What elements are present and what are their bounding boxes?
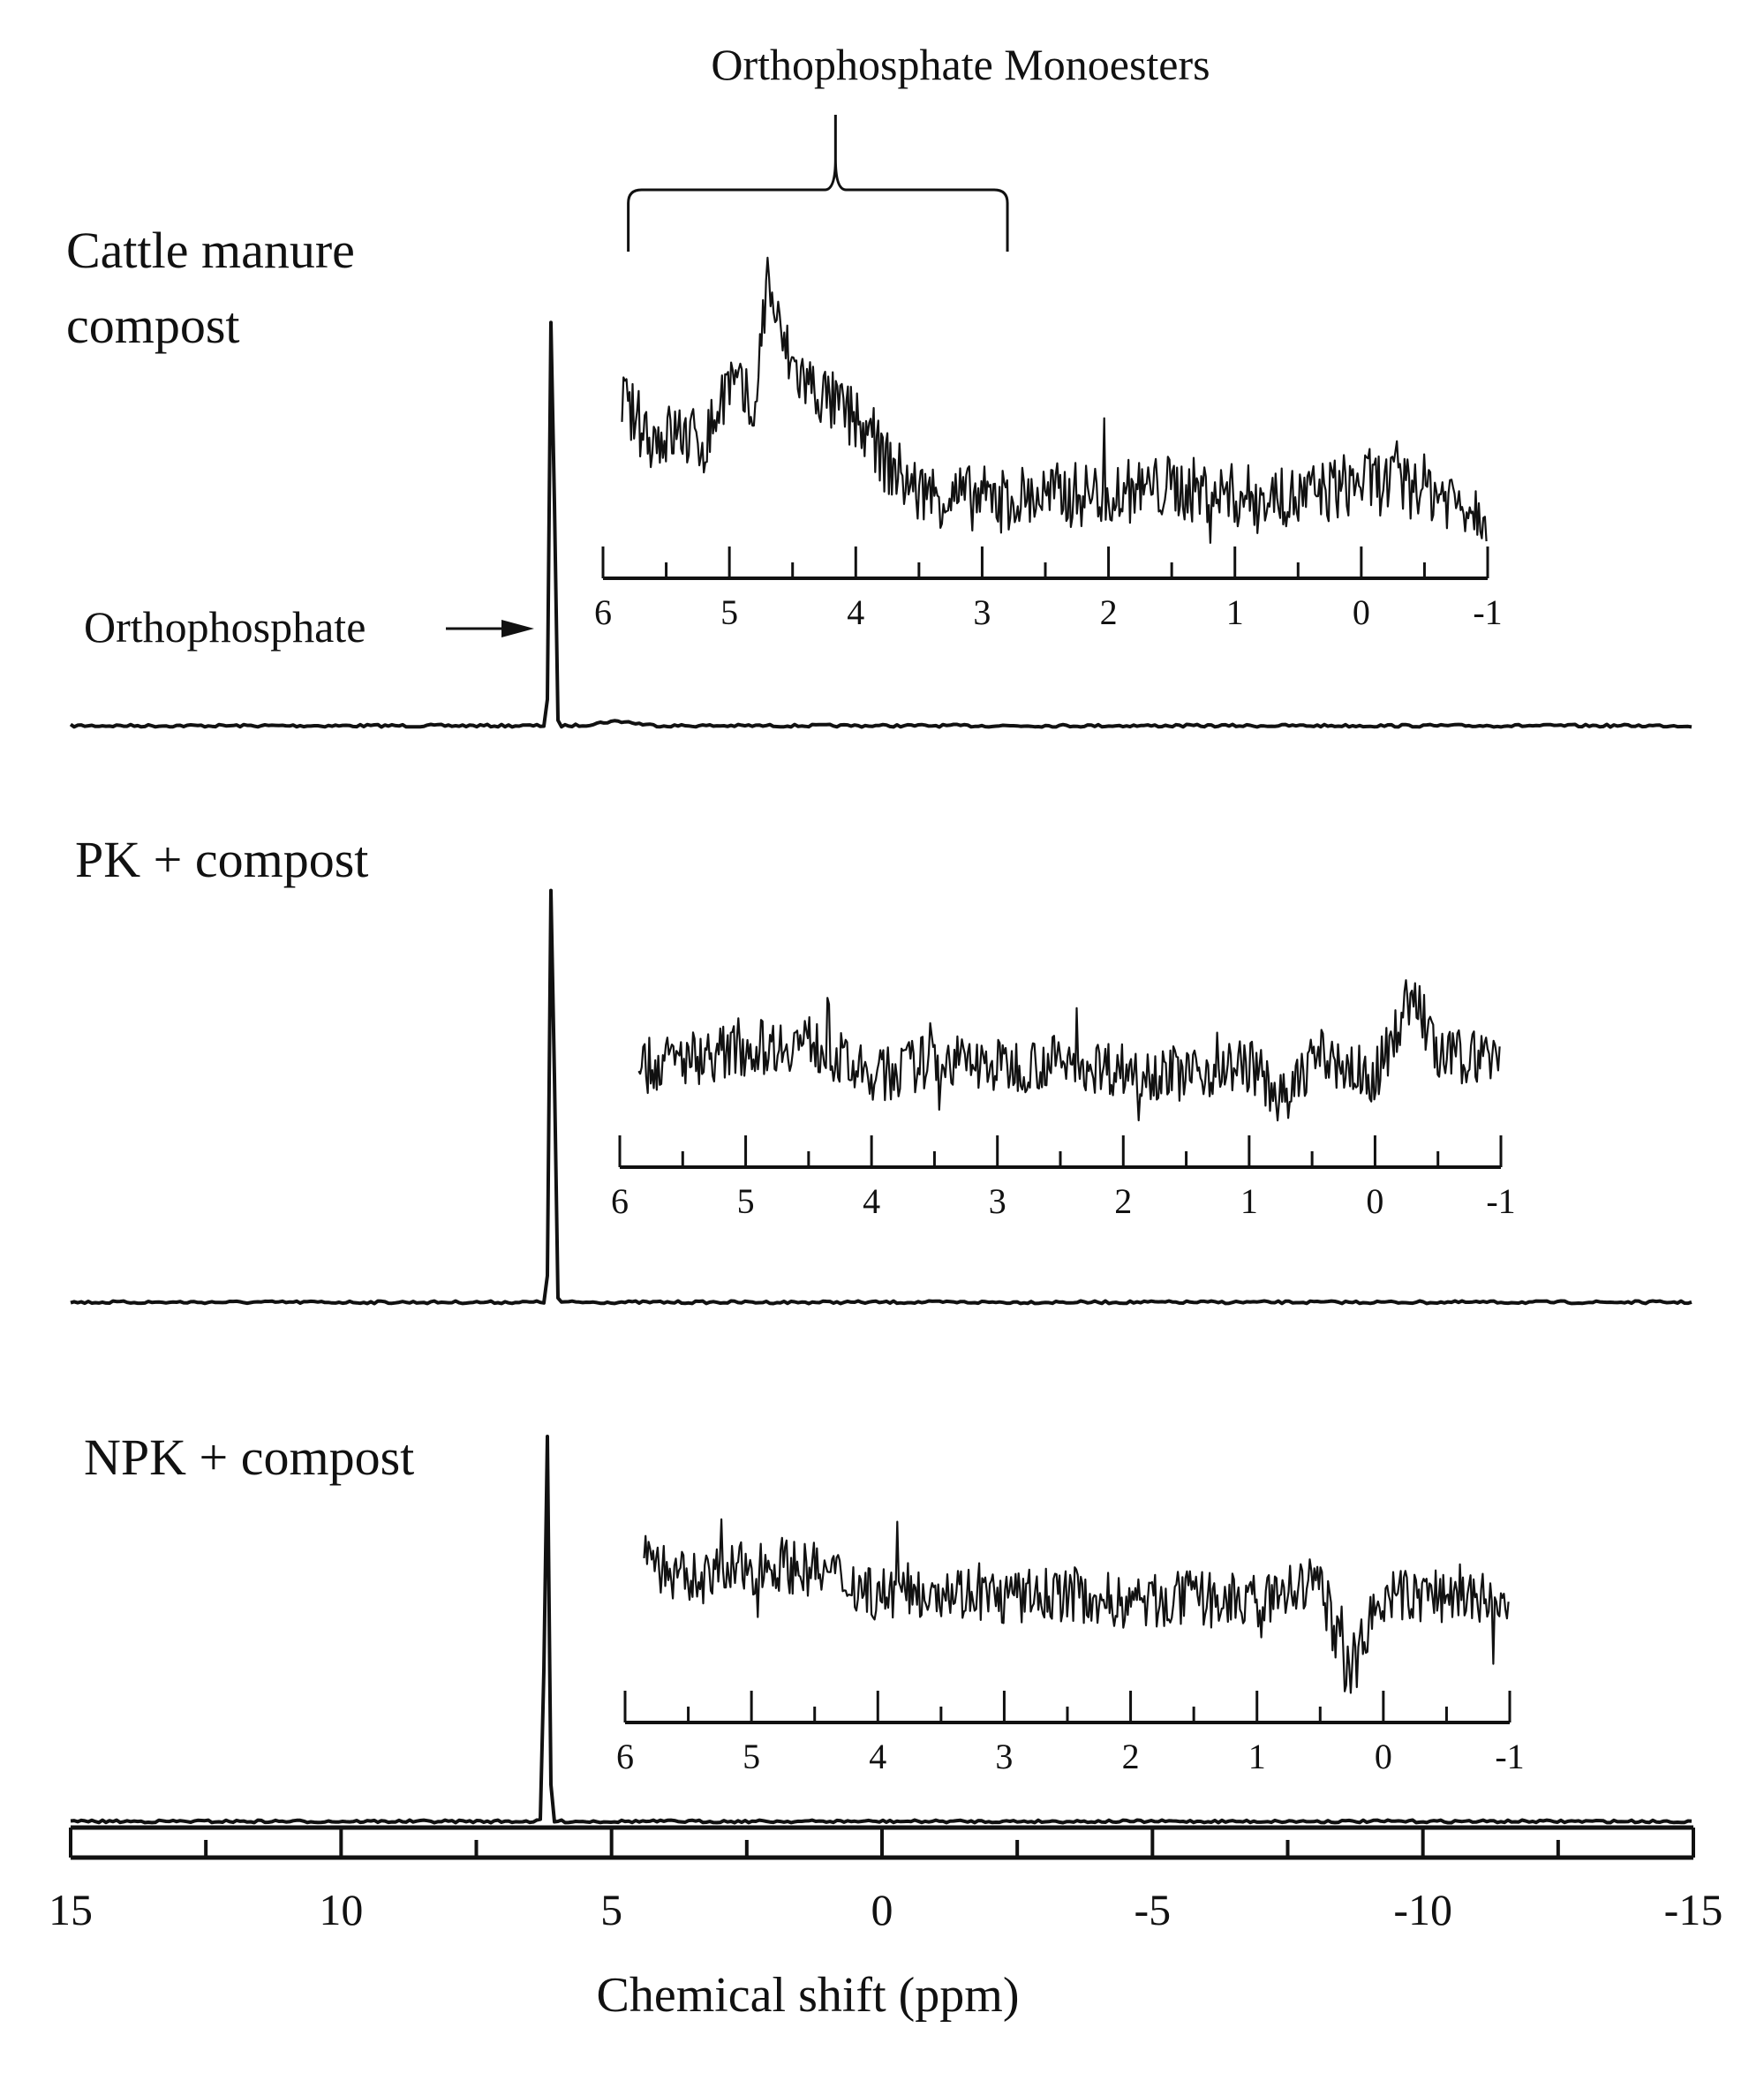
inset-tick-label: 5 (737, 1181, 755, 1221)
inset-tick-label: 2 (1114, 1181, 1132, 1221)
inset-2: 6 5 4 3 2 1 0 -1 (616, 1518, 1525, 1776)
inset-tick-label: -1 (1473, 592, 1502, 632)
main-spectrum-line (70, 888, 1692, 1306)
panel-labels: Cattle manure compost PK + compost NPK +… (66, 40, 1210, 2023)
inset-tick-label: 3 (973, 592, 991, 632)
inset-tick-label: 6 (611, 1181, 629, 1221)
series-label-cattle-1: Cattle manure (66, 222, 355, 279)
inset-spectrum-line (643, 1518, 1510, 1694)
inset-tick-label: 2 (1100, 592, 1118, 632)
inset-tick-label: 2 (1122, 1737, 1140, 1776)
inset-tick-label: 1 (1240, 1181, 1258, 1221)
main-spectrum-line (70, 1435, 1692, 1825)
annotation-shapes (446, 115, 1009, 637)
inset-tick-label: 1 (1248, 1737, 1266, 1776)
inset-tick-label: 4 (847, 592, 864, 632)
inset-spectrum-line (637, 979, 1501, 1122)
peak-arrow-head (501, 620, 534, 637)
inset-tick-label: 4 (863, 1181, 880, 1221)
region-brace (627, 115, 1009, 252)
region-annotation-label: Orthophosphate Monoesters (711, 40, 1210, 89)
x-axis: 15 10 5 0 -5 -10 -15 (49, 1825, 1723, 1934)
inset-0: 6 5 4 3 2 1 0 -1 (594, 256, 1503, 632)
inset-tick-label: 1 (1226, 592, 1244, 632)
peak-annotation-label: Orthophosphate (84, 602, 366, 652)
inset-tick-label: 3 (995, 1737, 1013, 1776)
inset-tick-label: -1 (1495, 1737, 1524, 1776)
x-tick-label: 0 (871, 1885, 893, 1934)
inset-tick-label: 0 (1366, 1181, 1383, 1221)
x-tick-label: -10 (1393, 1885, 1452, 1934)
series-label-cattle-2: compost (66, 297, 240, 354)
inset-tick-label: 5 (743, 1737, 760, 1776)
x-tick-label: 15 (49, 1885, 93, 1934)
series-label-npk: NPK + compost (84, 1428, 414, 1486)
inset-tick-label: -1 (1486, 1181, 1515, 1221)
inset-tick-label: 6 (616, 1737, 634, 1776)
inset-tick-label: 3 (989, 1181, 1006, 1221)
main-spectrum-line (69, 320, 1692, 729)
main-spectra (69, 320, 1692, 1825)
x-axis-title: Chemical shift (ppm) (596, 1968, 1019, 2023)
x-tick-label: 5 (600, 1885, 622, 1934)
x-tick-label: -5 (1135, 1885, 1172, 1934)
x-tick-label: -15 (1664, 1885, 1723, 1934)
inset-spectrum-line (621, 256, 1488, 544)
inset-tick-label: 6 (594, 592, 612, 632)
x-tick-label: 10 (319, 1885, 363, 1934)
inset-1: 6 5 4 3 2 1 0 -1 (611, 979, 1516, 1221)
inset-tick-label: 0 (1375, 1737, 1392, 1776)
inset-tick-label: 4 (869, 1737, 886, 1776)
series-label-pk: PK + compost (75, 831, 368, 888)
inset-tick-label: 5 (720, 592, 738, 632)
inset-spectra: 6 5 4 3 2 1 0 -1 6 5 4 3 2 1 0 -1 6 5 4 3 2 1 0 -1 (594, 256, 1525, 1776)
inset-tick-label: 0 (1353, 592, 1370, 632)
